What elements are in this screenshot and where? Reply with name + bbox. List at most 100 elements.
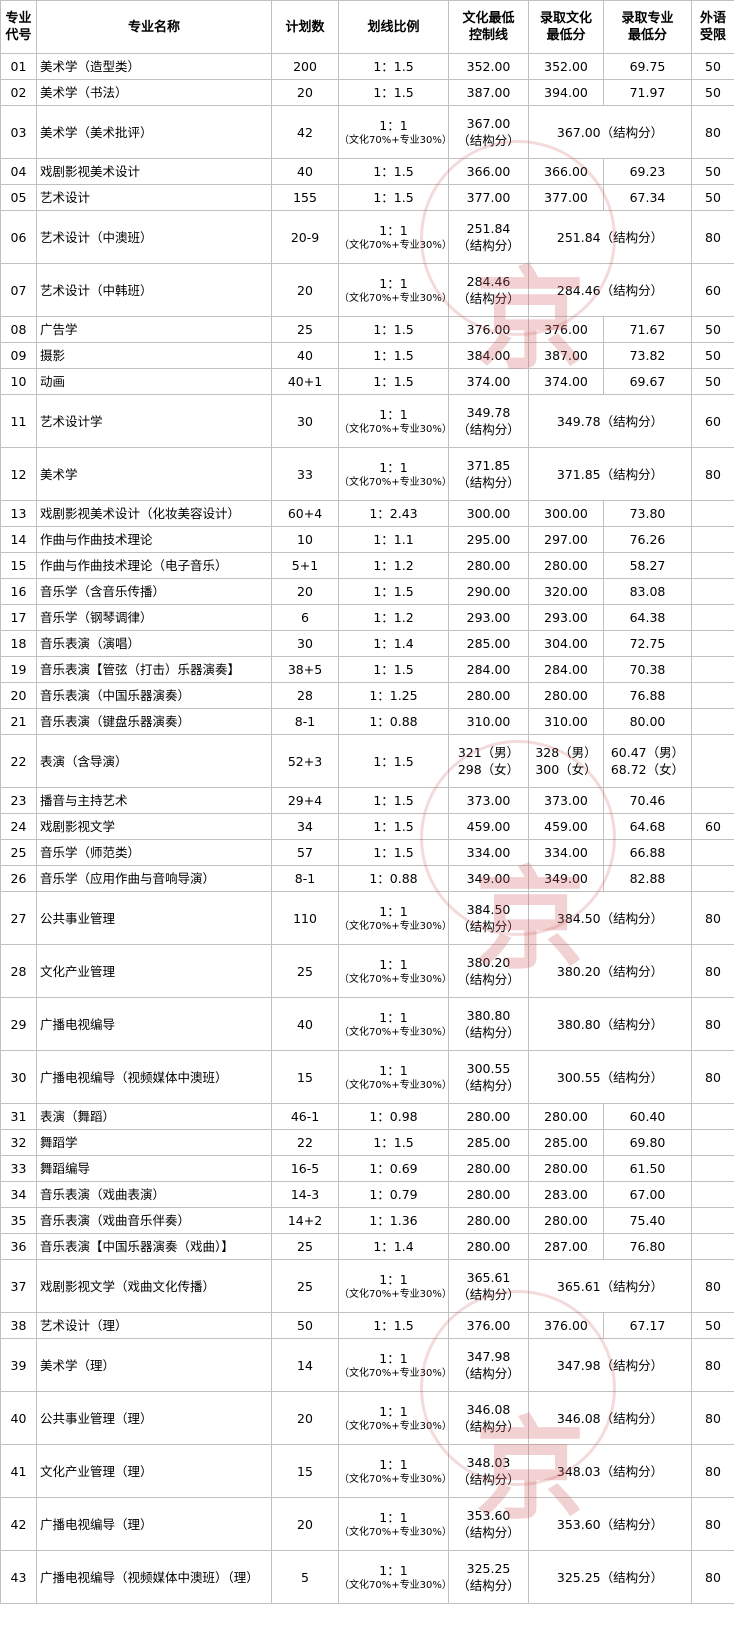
ratio-text: 1：0.69 [369,1161,417,1176]
major-name: 美术学（理） [37,1339,272,1392]
plan-count-text: 8-1 [295,714,315,729]
major-name-text: 戏剧影视文学 [40,819,115,834]
culture-min-score: 373.00 [529,788,604,814]
major-name: 美术学（造型类） [37,54,272,80]
culture-cutoff-text: 321（男） 298（女） [458,745,519,777]
major-min-score: 64.38 [604,605,692,631]
culture-cutoff-text: 293.00 [467,610,511,625]
culture-cutoff: 349.00 [449,866,529,892]
ratio-note: （文化70%+专业30%） [339,1579,448,1592]
major-code: 33 [1,1156,37,1182]
culture-min-score-text: 328（男） 300（女） [535,745,596,777]
major-name: 广播电视编导（视频媒体中澳班）（理） [37,1551,272,1604]
major-code: 13 [1,501,37,527]
ratio: 1：1.5 [339,788,449,814]
plan-count: 20 [272,1392,339,1445]
major-min-score-text: 82.88 [630,871,666,886]
major-name: 作曲与作曲技术理论（电子音乐） [37,553,272,579]
major-min-score-text: 70.38 [630,662,666,677]
plan-count-text: 33 [297,467,313,482]
ratio: 1：1.5 [339,343,449,369]
major-min-score: 80.00 [604,709,692,735]
major-name: 艺术设计 [37,185,272,211]
culture-min-score: 366.00 [529,159,604,185]
foreign-language-limit: 50 [692,343,734,369]
major-code: 22 [1,735,37,788]
ratio: 1：1.5 [339,54,449,80]
ratio: 1：1.5 [339,579,449,605]
major-code: 27 [1,892,37,945]
major-min-score: 83.08 [604,579,692,605]
major-code: 11 [1,395,37,448]
major-name: 广播电视编导（视频媒体中澳班） [37,1051,272,1104]
culture-cutoff-text: 284.46 [467,274,511,289]
culture-cutoff-text: 459.00 [467,819,511,834]
culture-min-score: 304.00 [529,631,604,657]
major-min-score-text: 83.08 [630,584,666,599]
plan-count-text: 5 [301,1570,309,1585]
major-code: 21 [1,709,37,735]
foreign-language-limit [692,605,734,631]
plan-count-text: 5+1 [292,558,318,573]
ratio: 1：1.5 [339,185,449,211]
admission-score-merged: 346.08（结构分） [529,1392,692,1445]
culture-min-score-text: 334.00 [544,845,588,860]
foreign-language-limit: 50 [692,80,734,106]
major-name: 音乐学（应用作曲与音响导演） [37,866,272,892]
major-name: 广告学 [37,317,272,343]
major-min-score: 69.23 [604,159,692,185]
header-culture-min: 录取文化 最低分 [529,1,604,54]
foreign-language-limit-text: 80 [705,1570,721,1585]
major-min-score-text: 67.34 [630,190,666,205]
plan-count: 14-3 [272,1182,339,1208]
ratio-text: 1：1 [379,460,407,475]
ratio-text: 1：1 [379,1404,407,1419]
plan-count: 40 [272,159,339,185]
culture-min-score-text: 280.00 [544,558,588,573]
culture-min-score: 376.00 [529,1313,604,1339]
major-name: 音乐表演（戏曲表演） [37,1182,272,1208]
ratio-text: 1：1.36 [369,1213,417,1228]
admission-score-merged-text: 325.25（结构分） [557,1570,663,1585]
major-name: 艺术设计（理） [37,1313,272,1339]
foreign-language-limit-text: 50 [705,322,721,337]
admission-score-merged-text: 349.78（结构分） [557,414,663,429]
major-name-text: 摄影 [40,348,65,363]
major-code-text: 08 [11,322,27,337]
ratio-text: 1：1 [379,1272,407,1287]
culture-cutoff: 376.00 [449,317,529,343]
major-min-score-text: 73.80 [630,506,666,521]
major-code: 28 [1,945,37,998]
admission-score-merged: 325.25（结构分） [529,1551,692,1604]
header-ratio: 划线比例 [339,1,449,54]
culture-cutoff: 280.00 [449,1234,529,1260]
admission-score-table: 专业 代号 专业名称 计划数 划线比例 文化最低 控制线 录取文化 最低分 录取… [0,0,734,1604]
culture-min-score: 300.00 [529,501,604,527]
culture-cutoff-note: （结构分） [457,1525,520,1540]
culture-min-score-text: 293.00 [544,610,588,625]
culture-cutoff-text: 349.00 [467,871,511,886]
major-min-score-text: 76.26 [630,532,666,547]
admission-score-merged: 365.61（结构分） [529,1260,692,1313]
culture-cutoff: 321（男） 298（女） [449,735,529,788]
plan-count: 10 [272,527,339,553]
major-name: 美术学（书法） [37,80,272,106]
plan-count-text: 15 [297,1070,313,1085]
culture-cutoff-text: 334.00 [467,845,511,860]
major-min-score: 82.88 [604,866,692,892]
plan-count-text: 14+2 [288,1213,322,1228]
foreign-language-limit-text: 50 [705,85,721,100]
culture-cutoff-text: 280.00 [467,558,511,573]
admission-score-merged-text: 284.46（结构分） [557,283,663,298]
ratio-text: 1：1 [379,1563,407,1578]
culture-min-score-text: 374.00 [544,374,588,389]
plan-count: 22 [272,1130,339,1156]
major-name-text: 音乐学（钢琴调律） [40,610,153,625]
major-code-text: 20 [11,688,27,703]
ratio-note: （文化70%+专业30%） [339,1079,448,1092]
foreign-language-limit: 50 [692,54,734,80]
major-code: 18 [1,631,37,657]
culture-min-score: 293.00 [529,605,604,631]
